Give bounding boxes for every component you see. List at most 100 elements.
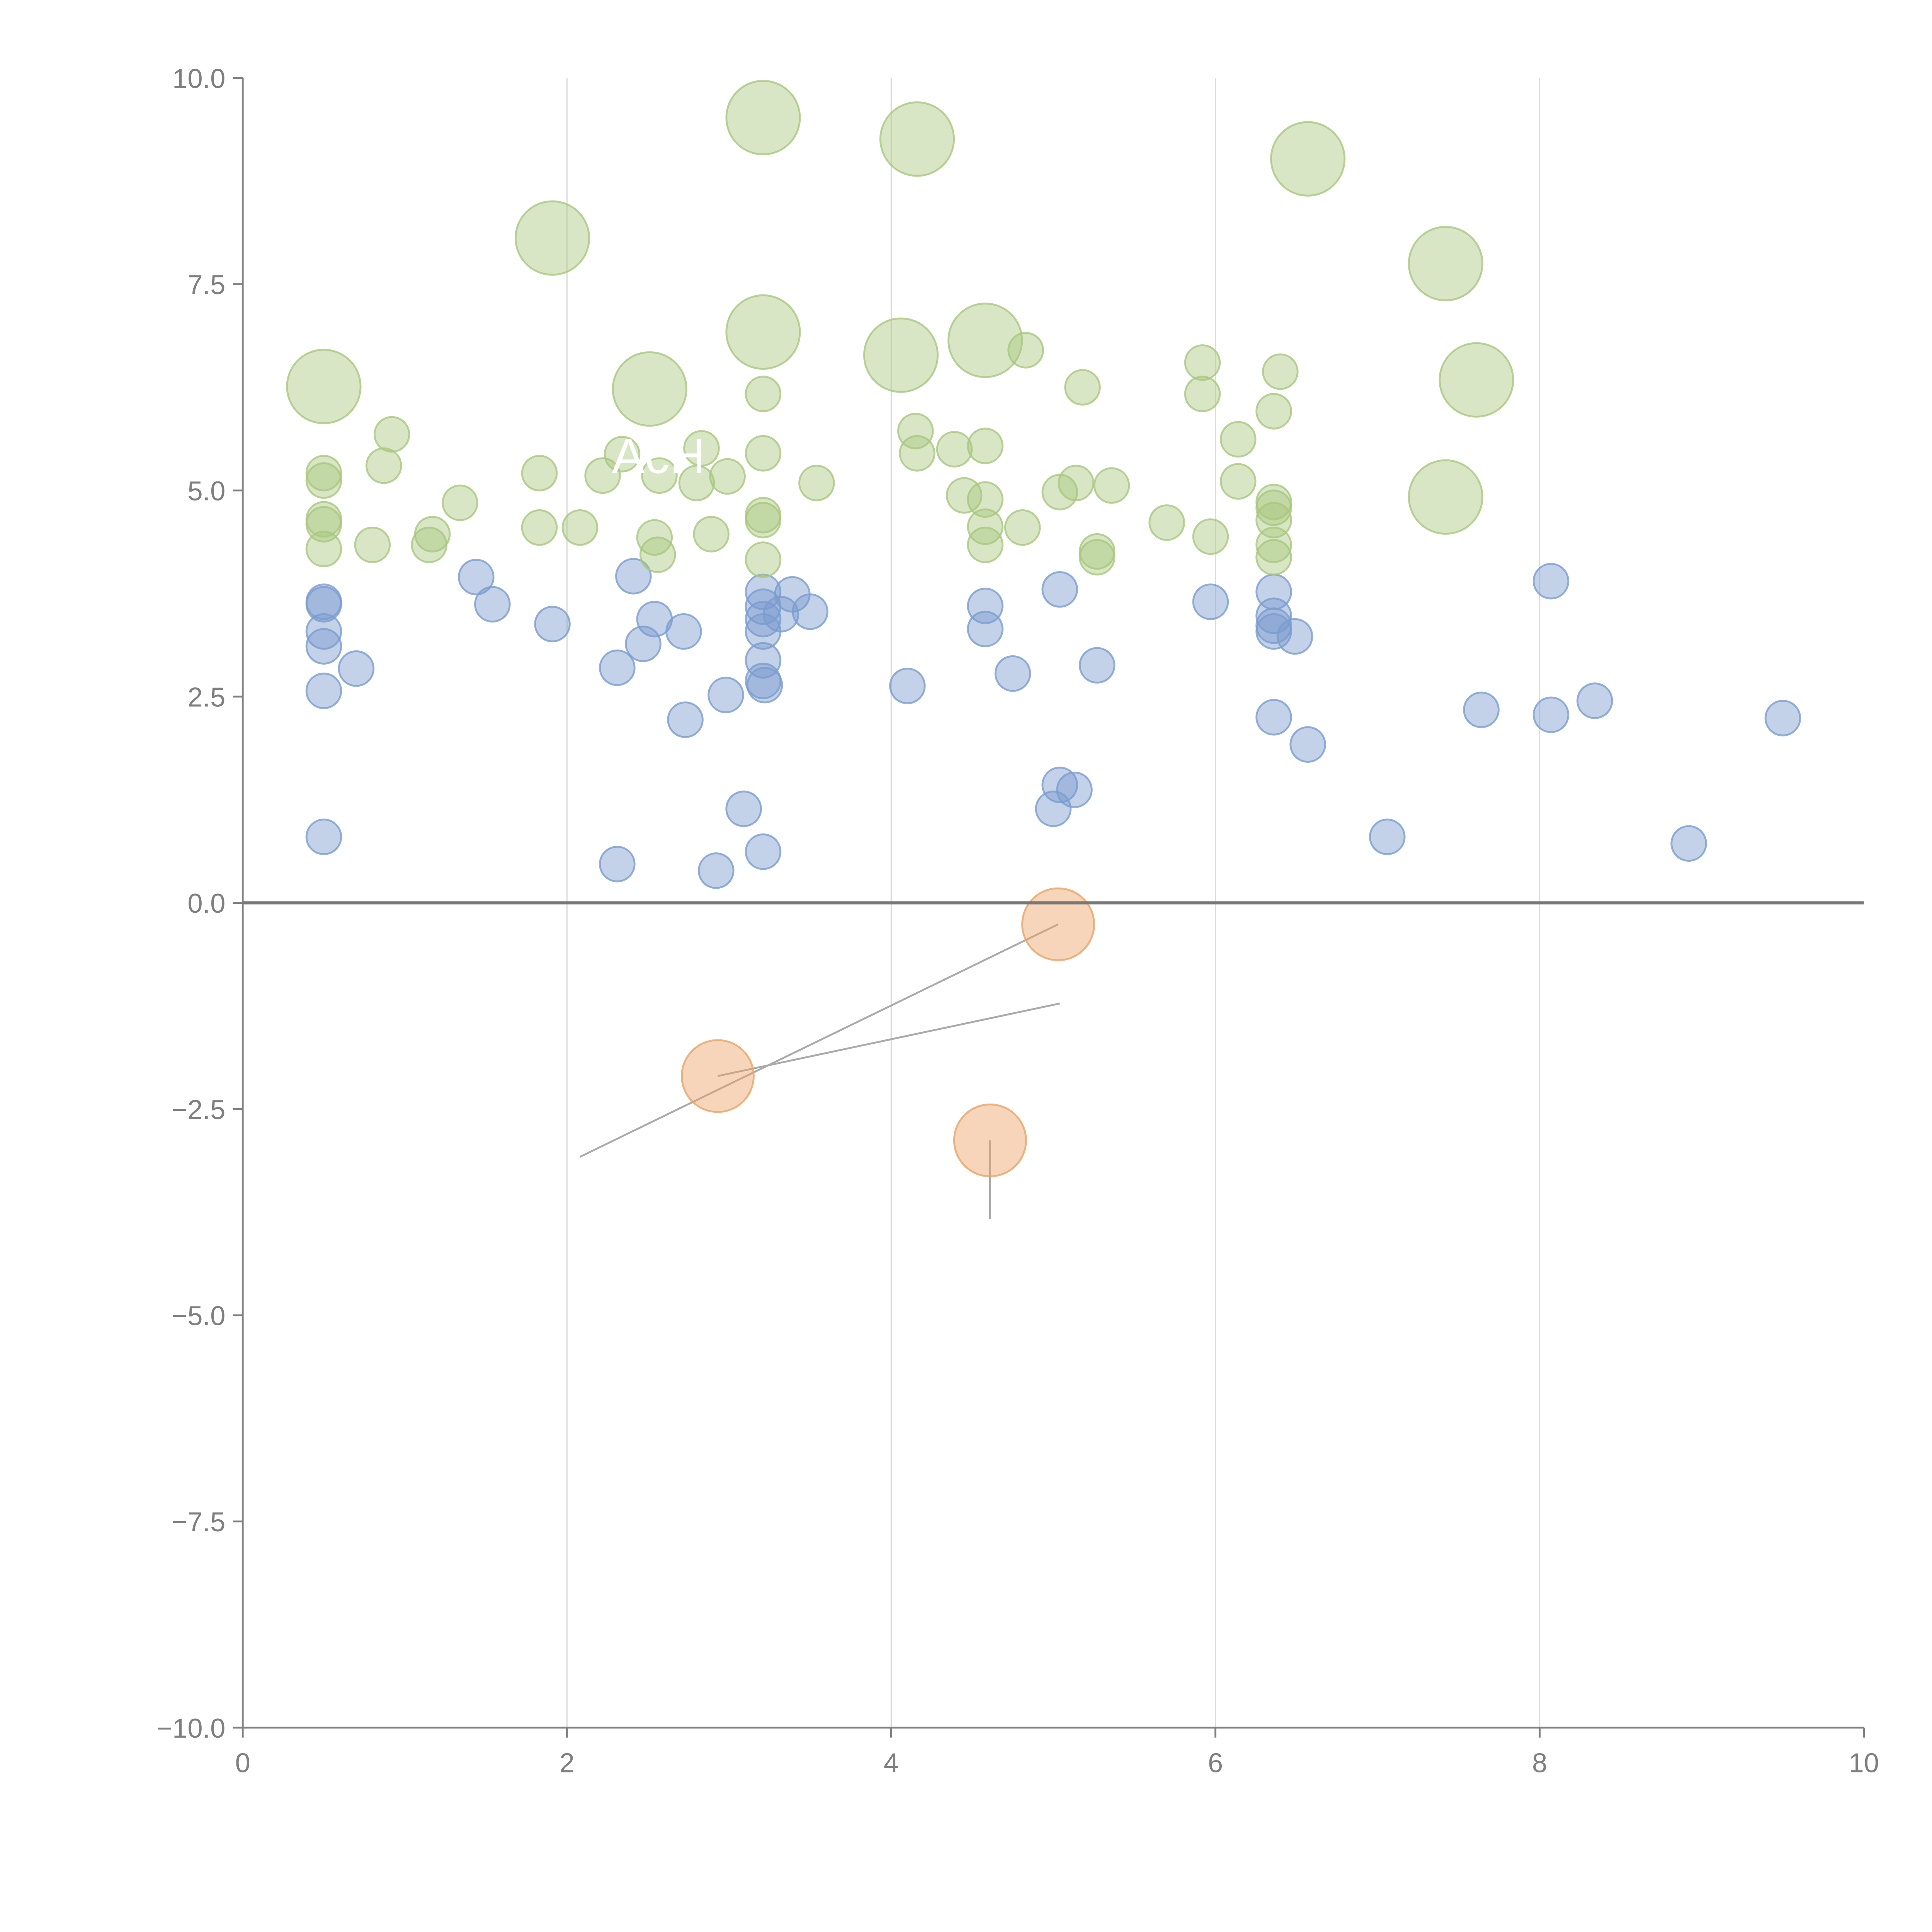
- point-green: [354, 526, 391, 563]
- point-blue: [745, 833, 782, 870]
- point-blue: [967, 611, 1004, 648]
- y-tick-label: −2.5: [172, 1094, 225, 1125]
- point-blue: [667, 701, 704, 738]
- point-green: [1255, 393, 1292, 430]
- point-blue: [745, 600, 782, 638]
- point-blue: [1289, 726, 1326, 763]
- point-blue: [474, 586, 511, 623]
- point-blue: [792, 593, 828, 630]
- point-green: [1255, 539, 1292, 576]
- point-green: [639, 536, 676, 573]
- point-green: [967, 427, 1004, 464]
- point-green: [414, 516, 451, 553]
- point-green: [365, 447, 402, 484]
- point-green: [305, 455, 342, 492]
- y-tick-label: −7.5: [172, 1507, 225, 1537]
- point-green-large: [947, 303, 1023, 378]
- point-green: [709, 458, 746, 495]
- point-green: [641, 457, 678, 494]
- data-points: [286, 80, 1801, 1219]
- point-blue: [1035, 790, 1072, 827]
- point-blue: [1041, 571, 1078, 608]
- point-green: [1064, 369, 1101, 406]
- point-green: [745, 435, 782, 472]
- point-green-large: [725, 294, 801, 370]
- y-tick-label: 0.0: [187, 888, 225, 918]
- x-tick-label: 6: [1208, 1748, 1223, 1778]
- leader-line: [717, 1002, 1060, 1077]
- point-green-large: [514, 200, 590, 276]
- y-tick-label: 5.0: [187, 476, 225, 506]
- point-blue: [707, 677, 744, 713]
- x-tick-label: 8: [1532, 1748, 1547, 1778]
- point-green: [798, 464, 835, 502]
- point-blue: [665, 613, 702, 650]
- point-green: [967, 526, 1004, 563]
- point-blue: [599, 845, 636, 883]
- point-blue: [1255, 613, 1292, 650]
- point-green: [1192, 518, 1229, 555]
- y-tick-label: 2.5: [187, 682, 225, 713]
- point-green: [1262, 353, 1299, 390]
- leader-line: [579, 923, 1059, 1158]
- point-green-large: [1408, 459, 1483, 535]
- point-blue: [994, 655, 1031, 692]
- point-blue: [1532, 563, 1570, 600]
- y-tick-label: −5.0: [172, 1300, 225, 1331]
- point-blue: [305, 586, 342, 623]
- point-blue: [1192, 583, 1229, 620]
- point-green: [1219, 421, 1257, 458]
- point-blue: [1369, 818, 1406, 855]
- point-green-large: [879, 101, 955, 177]
- point-blue: [615, 558, 652, 595]
- point-blue: [725, 790, 762, 827]
- point-green: [1148, 504, 1185, 541]
- point-green: [745, 376, 782, 412]
- point-green: [1004, 509, 1041, 546]
- point-blue: [889, 667, 926, 704]
- point-green: [1093, 467, 1130, 504]
- point-blue: [305, 628, 342, 665]
- point-green-large: [286, 349, 362, 424]
- point-blue: [1078, 647, 1116, 684]
- point-green: [305, 531, 342, 568]
- point-blue: [305, 613, 342, 650]
- point-green-large: [612, 351, 687, 427]
- point-green: [604, 436, 641, 473]
- point-green: [442, 484, 478, 521]
- point-green: [561, 509, 599, 546]
- point-green: [521, 455, 558, 492]
- point-blue: [625, 625, 662, 662]
- point-green: [1219, 463, 1257, 500]
- point-blue: [1670, 825, 1707, 862]
- point-green: [521, 509, 558, 546]
- point-green: [1058, 464, 1094, 502]
- point-green: [1255, 526, 1292, 563]
- point-green-large: [863, 317, 939, 393]
- point-blue: [698, 852, 735, 889]
- point-green: [693, 516, 730, 553]
- point-orange: [681, 1039, 755, 1113]
- point-green-large: [1408, 226, 1483, 301]
- point-blue: [1532, 696, 1570, 733]
- point-green: [1184, 344, 1221, 381]
- point-orange: [953, 1103, 1027, 1177]
- point-green: [1078, 539, 1116, 576]
- point-blue: [338, 650, 375, 687]
- point-green: [1255, 489, 1292, 526]
- point-blue: [745, 573, 782, 611]
- point-blue: [1764, 700, 1801, 736]
- point-green-large: [1439, 342, 1514, 418]
- point-blue: [305, 818, 342, 855]
- point-blue: [1255, 699, 1292, 736]
- point-green: [305, 462, 342, 499]
- point-blue: [745, 663, 782, 699]
- y-tick-label: 10.0: [172, 63, 225, 94]
- point-blue: [599, 649, 636, 686]
- point-blue: [1463, 691, 1500, 728]
- point-blue: [1056, 771, 1093, 808]
- point-green: [899, 435, 935, 472]
- point-green: [683, 430, 720, 467]
- point-blue: [1276, 618, 1313, 655]
